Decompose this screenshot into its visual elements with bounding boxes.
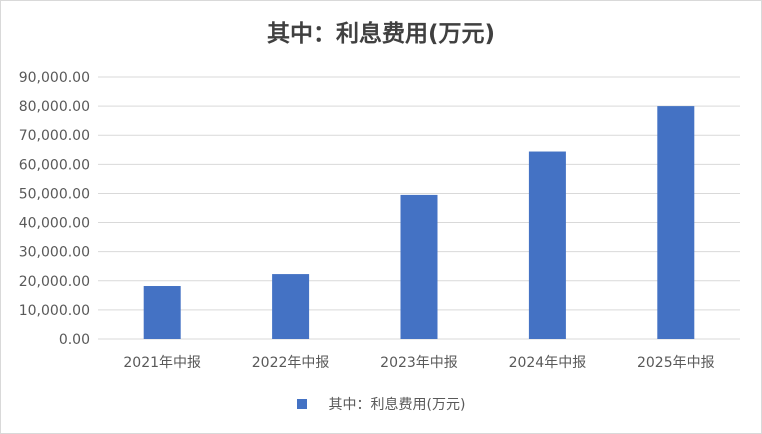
y-tick-label: 30,000.00 [19, 245, 90, 261]
x-tick-label: 2024年中报 [509, 355, 587, 371]
y-tick-label: 0.00 [59, 332, 90, 348]
y-tick-label: 20,000.00 [19, 274, 90, 290]
bar [528, 151, 566, 339]
chart-title: 其中：利息费用(万元) [266, 21, 496, 47]
x-tick-label: 2022年中报 [252, 355, 330, 371]
x-tick-label: 2021年中报 [123, 355, 201, 371]
y-tick-label: 60,000.00 [19, 157, 90, 173]
y-tick-label: 90,000.00 [19, 70, 90, 86]
y-tick-label: 70,000.00 [19, 128, 90, 144]
legend-swatch [296, 399, 307, 409]
bar [143, 286, 181, 339]
bar [400, 194, 438, 339]
bar [657, 106, 695, 339]
x-tick-label: 2023年中报 [380, 355, 458, 371]
legend-label: 其中：利息费用(万元) [328, 397, 466, 413]
bar [272, 274, 310, 339]
y-tick-label: 50,000.00 [19, 186, 90, 202]
y-tick-label: 40,000.00 [19, 216, 90, 232]
y-tick-label: 10,000.00 [19, 303, 90, 319]
x-tick-label: 2025年中报 [637, 355, 715, 371]
y-tick-label: 80,000.00 [19, 99, 90, 115]
chart-legend: 其中：利息费用(万元) [0, 394, 762, 414]
